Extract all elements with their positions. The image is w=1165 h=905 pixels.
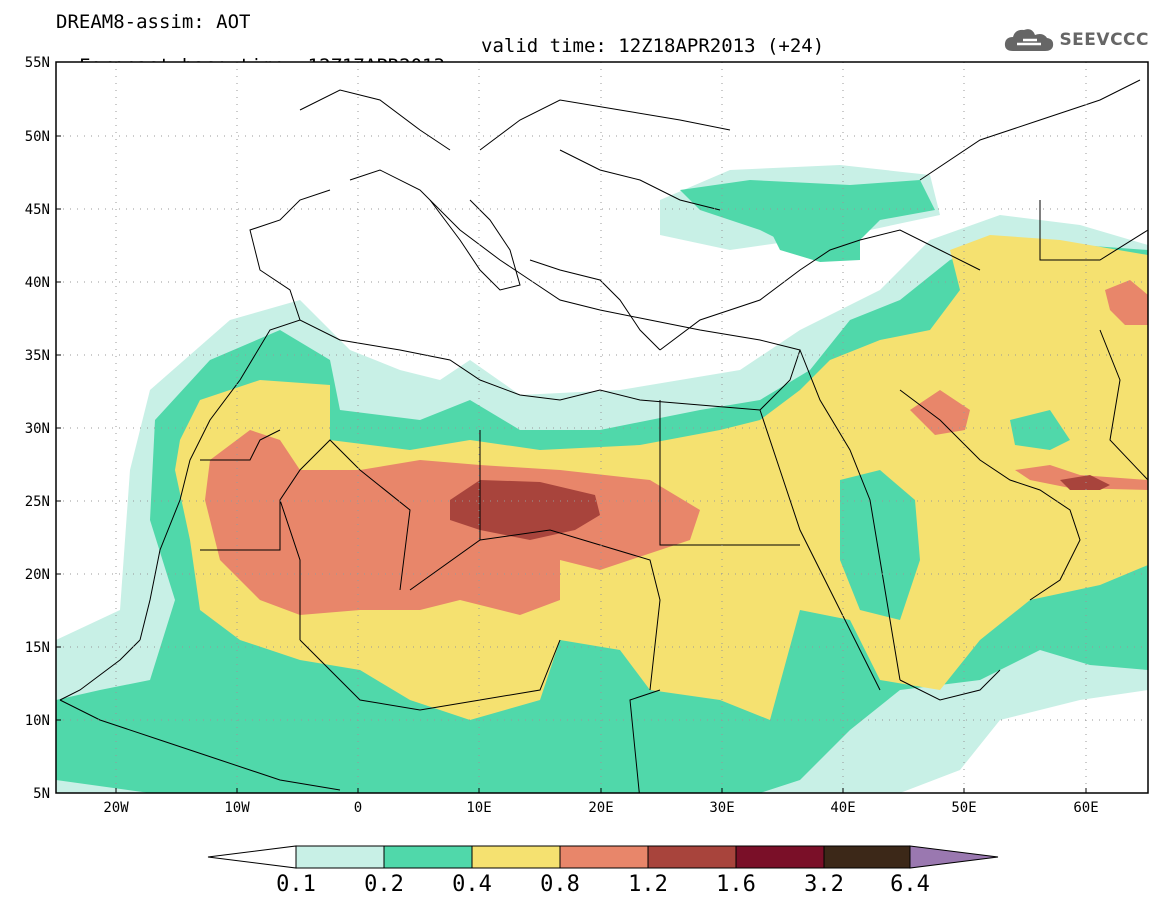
lon-label: 10E [466,800,491,816]
lat-label: 5N [33,786,50,802]
aot-1.2-contour [450,480,600,540]
colorbar-under-triangle [207,845,297,869]
colorbar-bin [735,845,825,869]
colorbar-label: 1.6 [716,872,756,897]
colorbar-label: 0.4 [452,872,492,897]
lat-label: 35N [25,348,50,364]
colorbar-over-triangle [909,845,999,869]
lon-label: 20E [588,800,613,816]
valid-time: valid time: 12Z18APR2013 (+24) [481,35,825,57]
lat-label: 55N [25,55,50,71]
map-title: DREAM8-assim: AOT [56,11,251,33]
colorbar-bin [647,845,737,869]
logo-text: SEEVCCC [1059,30,1149,50]
lon-label: 40E [830,800,855,816]
colorbar-label: 3.2 [804,872,844,897]
colorbar [207,845,999,869]
colorbar-label: 0.2 [364,872,404,897]
colorbar-bin [295,845,385,869]
seevccc-logo: SEEVCCC [1003,26,1149,54]
lat-label: 45N [25,202,50,218]
lon-label: 60E [1073,800,1098,816]
colorbar-bin [559,845,649,869]
lon-label: 50E [951,800,976,816]
lat-label: 25N [25,494,50,510]
aot-0.8-contour [205,430,700,615]
lat-label: 20N [25,567,50,583]
colorbar-bin [383,845,473,869]
lon-label: 30E [709,800,734,816]
cloud-icon [1005,29,1054,51]
colorbar-label: 0.1 [276,872,316,897]
colorbar-bin [823,845,911,869]
lat-label: 15N [25,640,50,656]
lat-label: 40N [25,275,50,291]
lat-label: 50N [25,129,50,145]
colorbar-label: 1.2 [628,872,668,897]
colorbar-label: 6.4 [890,872,930,897]
colorbar-bin [471,845,561,869]
lon-label: 0 [354,800,362,816]
lat-label: 30N [25,421,50,437]
lon-label: 10W [224,800,250,816]
lat-label: 10N [25,713,50,729]
colorbar-label: 0.8 [540,872,580,897]
lon-label: 20W [103,800,129,816]
